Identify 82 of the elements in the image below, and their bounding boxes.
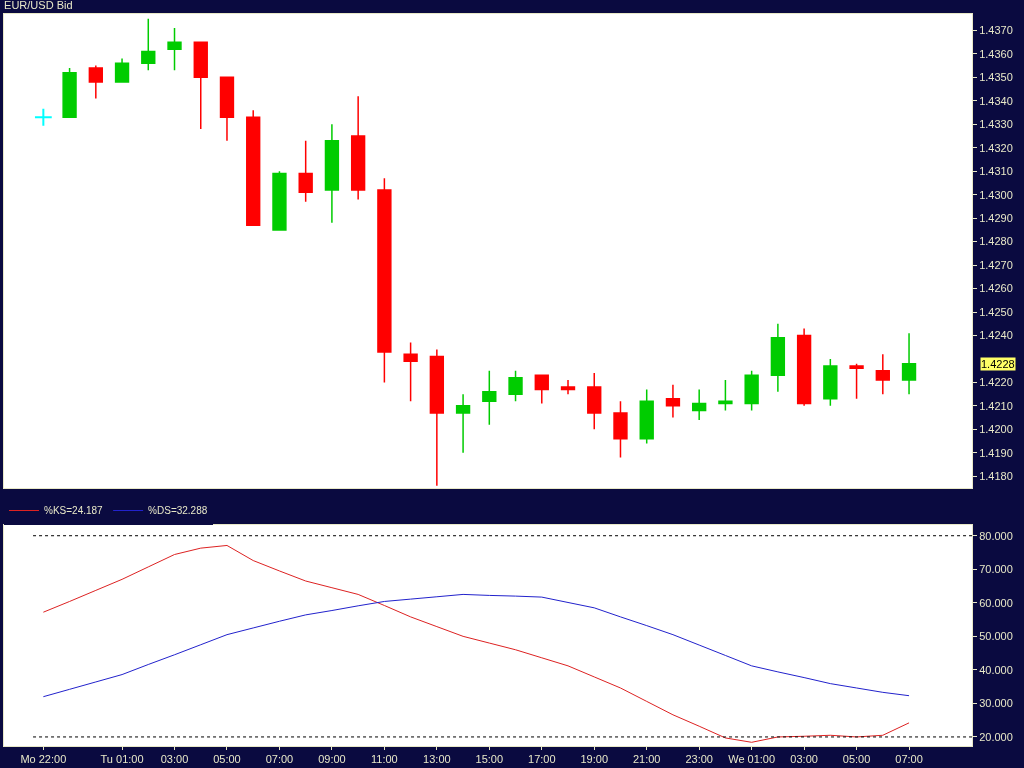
y-tick-label: 70.000: [979, 563, 1013, 576]
candlestick: [246, 109, 261, 226]
y-tick-label: 1.4180: [979, 470, 1013, 483]
candlestick: [849, 362, 864, 400]
candlestick: [639, 388, 654, 445]
x-tick-label: 15:00: [475, 753, 504, 766]
y-tick-label: 1.4250: [979, 305, 1013, 318]
y-tick-label: 1.4310: [979, 165, 1013, 178]
y-tick-label: 40.000: [979, 663, 1013, 676]
candlestick: [219, 76, 235, 142]
candlestick: [350, 95, 366, 201]
y-tick-label: 1.4190: [979, 446, 1013, 459]
y-tick-label: 1.4320: [979, 141, 1013, 154]
x-tick-label: 05:00: [213, 753, 241, 766]
y-tick-label: 1.4330: [979, 118, 1013, 131]
y-tick-label: 1.4270: [979, 258, 1013, 271]
y-tick-label: 1.4360: [979, 47, 1013, 60]
candlestick: [560, 379, 576, 395]
candlestick: [377, 177, 392, 384]
line-series: [42, 593, 910, 698]
y-tick-label: 1.4200: [979, 423, 1013, 436]
line-series: [42, 544, 910, 743]
y-tick-label: 30.000: [979, 697, 1013, 710]
x-tick-label: 13:00: [423, 753, 451, 766]
y-tick-label: 1.4300: [979, 188, 1013, 201]
y-tick-label: 1.4350: [979, 71, 1013, 84]
y-tick-label: 1.4280: [979, 235, 1013, 248]
y-tick-label: 1.4260: [979, 282, 1013, 295]
candlestick: [62, 67, 77, 118]
chart-title: EUR/USD Bid: [4, 0, 73, 12]
x-tick-label: Mo 22:00: [20, 753, 67, 766]
candlestick: [718, 379, 733, 412]
y-tick-label: 80.000: [979, 529, 1013, 542]
candlestick: [534, 374, 549, 405]
candlestick: [796, 327, 812, 407]
candlestick: [665, 384, 681, 419]
candlestick: [403, 341, 418, 402]
candlestick: [587, 372, 602, 431]
candlestick: [482, 369, 497, 426]
candlestick: [823, 358, 838, 407]
candlestick: [167, 27, 182, 72]
candlestick: [429, 348, 445, 487]
legend-label: %KS=24.187: [44, 505, 104, 517]
y-tick-label: 20.000: [979, 730, 1013, 743]
candlestick: [875, 353, 890, 395]
x-tick-label: 23:00: [685, 753, 713, 766]
x-tick-label: Tu 01:00: [100, 753, 144, 766]
x-tick-label: 21:00: [632, 753, 661, 766]
x-tick-label: 07:00: [265, 753, 294, 766]
candlestick: [88, 64, 103, 100]
x-tick-label: 03:00: [160, 753, 189, 766]
x-tick-label: 09:00: [318, 753, 346, 766]
candlestick: [692, 388, 707, 421]
x-tick-label: 07:00: [895, 753, 923, 766]
x-tick-label: 05:00: [842, 753, 871, 766]
y-tick-label: 1.4240: [979, 329, 1013, 342]
candlestick: [770, 322, 786, 393]
candlestick: [744, 369, 759, 412]
y-tick-label: 1.4340: [979, 94, 1013, 107]
candlestick: [613, 400, 628, 459]
x-tick-label: 17:00: [528, 753, 556, 766]
candlestick: [901, 332, 917, 395]
x-tick-label: 19:00: [580, 753, 609, 766]
candlestick: [272, 170, 287, 231]
y-tick-label: 1.4210: [979, 399, 1013, 412]
x-tick-label: We 01:00: [728, 753, 776, 766]
candlestick: [114, 57, 130, 83]
y-tick-label: 60.000: [979, 596, 1013, 609]
candlestick: [193, 41, 208, 130]
candlestick: [141, 17, 156, 72]
text: 1.4228: [981, 358, 1015, 370]
x-tick-label: 11:00: [371, 753, 398, 766]
y-tick-label: 1.4220: [979, 376, 1013, 389]
candlestick: [324, 123, 340, 224]
x-tick-label: 03:00: [790, 753, 818, 766]
y-tick-label: 1.4290: [979, 212, 1013, 224]
y-tick-label: 50.000: [979, 630, 1013, 643]
candlestick: [508, 369, 523, 402]
candlestick: [298, 139, 313, 203]
legend-label: %DS=32.288: [148, 505, 208, 517]
candlestick: [455, 393, 471, 454]
y-tick-label: 1.4370: [979, 24, 1013, 37]
